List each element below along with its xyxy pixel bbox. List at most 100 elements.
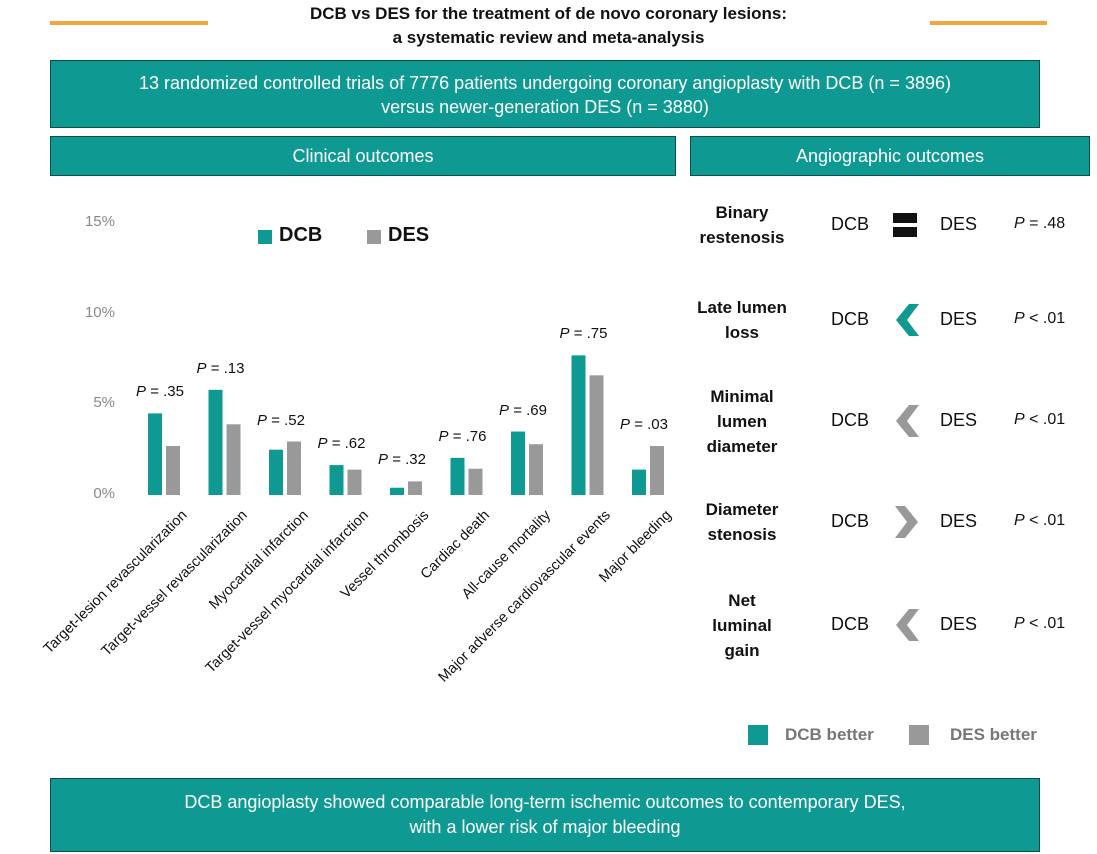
bar-des (287, 441, 301, 495)
bar-dcb (511, 431, 525, 495)
dcb-better-swatch (748, 725, 768, 745)
conclusion-line-1: DCB angioplasty showed comparable long-t… (184, 792, 906, 812)
angio-label-line: Late lumen (697, 298, 787, 317)
angio-p-value: P < .01 (1014, 512, 1065, 530)
angio-p-value: P < .01 (1014, 411, 1065, 429)
p-value-label: P = .69 (499, 402, 547, 419)
p-letter: P (499, 401, 510, 419)
p-value-text: < .01 (1029, 310, 1066, 327)
angio-outcome-label: Net luminal gain (672, 588, 812, 663)
conclusion-box: DCB angioplasty showed comparable long-t… (50, 778, 1040, 852)
bar-des (347, 469, 362, 495)
bar-dcb (269, 449, 283, 495)
bar-des (166, 446, 180, 495)
chevron-right-icon (895, 506, 918, 538)
angio-label-line: Diameter (705, 500, 779, 519)
angio-des-label: DES (940, 511, 978, 531)
angio-des-label: DES (940, 614, 978, 634)
p-value-text: = .03 (634, 416, 668, 434)
legend-des-swatch (367, 230, 381, 244)
bar-plot (148, 355, 664, 495)
p-value-text: = .48 (1029, 215, 1066, 232)
angio-dcb-label: DCB (831, 309, 870, 329)
bar-dcb (148, 413, 162, 495)
title-line-2: a systematic review and meta-analysis (392, 28, 705, 47)
chevron-shape (896, 304, 919, 336)
angio-p-value: P < .01 (1014, 615, 1065, 633)
p-value-label: P = .03 (620, 416, 668, 433)
chevron-left-icon (896, 304, 919, 336)
y-tick-label: 5% (93, 394, 115, 412)
bar-des (408, 481, 422, 495)
clinical-outcomes-chart: 15% 10% 5% 0% P = .35 P = .13 P = .52 P = .62 P… (41, 213, 675, 686)
p-value-text: = .52 (271, 411, 305, 429)
bar-des (226, 424, 241, 495)
title-rule-right (930, 21, 1047, 25)
p-letter: P (559, 325, 570, 343)
angio-outcome-label: Diameter stenosis (672, 497, 812, 547)
p-letter: P (438, 427, 449, 445)
angio-des-label: DES (940, 309, 978, 329)
y-tick-label: 0% (93, 485, 115, 502)
y-tick-label: 10% (84, 303, 115, 321)
bar-des (589, 375, 604, 495)
p-value-label: P = .62 (318, 435, 366, 452)
angio-label-line: restenosis (699, 228, 785, 247)
legend-des-label: DES (388, 224, 430, 246)
angio-dcb-label: DCB (831, 214, 870, 234)
angio-outcome-label: Late lumen loss (672, 295, 812, 345)
p-value-text: = .75 (573, 325, 608, 343)
p-value-text: < .01 (1029, 615, 1066, 632)
p-letter: P (317, 435, 328, 453)
title-line-1: DCB vs DES for the treatment of de novo … (309, 4, 788, 23)
p-value-label: P = .13 (197, 360, 245, 377)
angio-label-line: Binary (715, 203, 769, 222)
legend-dcb-swatch (258, 230, 272, 244)
p-letter: P (1014, 512, 1025, 529)
equal-sign-icon (893, 213, 917, 237)
p-value-text: < .01 (1029, 512, 1066, 529)
p-letter: P (1014, 215, 1025, 232)
y-tick-label: 15% (84, 213, 115, 230)
bar-dcb (329, 465, 344, 495)
angio-des-label: DES (940, 410, 978, 430)
p-value-text: < .01 (1029, 411, 1066, 428)
angio-label-line: Net (728, 590, 756, 610)
legend-dcb-label: DCB (279, 224, 323, 246)
p-value-label: P = .76 (439, 428, 487, 445)
angio-des-label: DES (940, 214, 978, 234)
p-value-text: = .76 (452, 427, 487, 445)
clinical-outcomes-header: Clinical outcomes (50, 136, 676, 176)
bar-dcb (632, 469, 646, 495)
bar-des (468, 468, 483, 495)
p-letter: P (196, 359, 207, 377)
summary-line-1: 13 randomized controlled trials of 7776 … (139, 73, 951, 93)
dcb-better-label: DCB better (785, 725, 874, 744)
p-value-text: = .62 (331, 435, 366, 453)
equal-bar-bottom (893, 227, 917, 237)
angio-label-line: luminal (712, 615, 772, 635)
p-value-text: = .69 (513, 401, 547, 419)
angiographic-outcomes-header: Angiographic outcomes (690, 136, 1090, 176)
title-rule-left (50, 21, 208, 25)
p-letter: P (1014, 310, 1025, 327)
p-letter: P (1014, 615, 1025, 632)
chevron-shape (896, 609, 919, 641)
angio-dcb-label: DCB (831, 614, 870, 634)
angio-label-line: stenosis (707, 525, 777, 544)
angio-label-line: lumen (716, 411, 768, 431)
bar-dcb (390, 487, 404, 495)
p-letter: P (136, 383, 147, 401)
p-letter: P (620, 416, 631, 434)
angio-label-line: loss (724, 323, 760, 342)
p-letter: P (1014, 411, 1025, 428)
p-value-label: P = .52 (257, 412, 305, 429)
p-value-label: P = .32 (378, 451, 426, 468)
bar-des (650, 446, 664, 495)
angio-dcb-label: DCB (831, 511, 870, 531)
angio-outcome-label: Minimal lumen diameter (672, 384, 812, 459)
angio-outcome-label: Binary restenosis (672, 200, 812, 250)
angio-dcb-label: DCB (831, 410, 870, 430)
p-letter: P (257, 411, 268, 429)
p-value-label: P = .75 (560, 325, 608, 342)
